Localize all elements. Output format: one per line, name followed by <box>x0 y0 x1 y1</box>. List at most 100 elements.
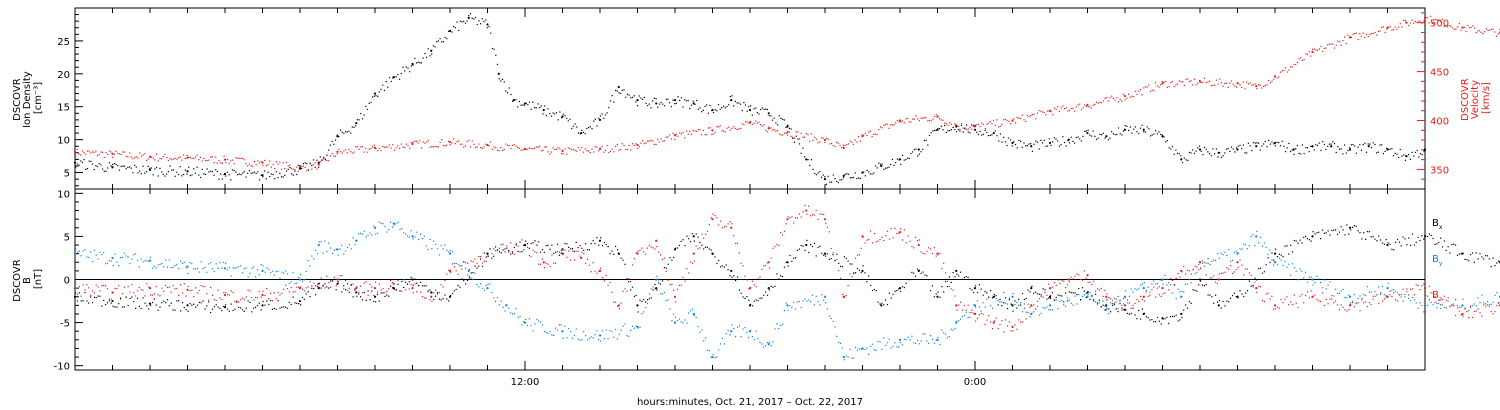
sample-dot <box>481 287 484 289</box>
sample-dot <box>485 256 487 258</box>
data-point <box>430 295 433 298</box>
sample-dot <box>485 19 487 21</box>
sample-dot <box>312 164 315 166</box>
sample-dot <box>890 124 892 126</box>
sample-dot <box>251 311 253 313</box>
sample-dot <box>1445 249 1447 251</box>
sample-dot <box>253 307 255 309</box>
sample-dot <box>211 308 214 310</box>
sample-dot <box>596 146 598 148</box>
sample-dot <box>566 337 568 339</box>
sample-dot <box>1443 306 1445 309</box>
sample-dot <box>1357 230 1359 232</box>
sample-dot <box>1003 302 1005 304</box>
sample-dot <box>1286 296 1288 298</box>
sample-dot <box>206 160 208 162</box>
sample-dot <box>1453 28 1455 31</box>
sample-dot <box>1359 232 1361 234</box>
data-point <box>411 235 414 238</box>
sample-dot <box>1374 295 1376 297</box>
sample-dot <box>356 286 358 288</box>
sample-dot <box>896 346 898 348</box>
sample-dot <box>776 273 778 275</box>
sample-dot <box>1001 123 1003 125</box>
sample-dot <box>821 252 823 254</box>
sample-dot <box>1308 297 1310 299</box>
sample-dot <box>393 149 396 151</box>
sample-dot <box>620 92 622 94</box>
sample-dot <box>1190 152 1192 154</box>
sample-dot <box>616 144 618 146</box>
sample-dot <box>991 297 994 299</box>
sample-dot <box>771 129 774 131</box>
sample-dot <box>1303 302 1305 304</box>
sample-dot <box>1243 295 1245 298</box>
sample-dot <box>592 262 594 264</box>
sample-dot <box>1495 35 1498 37</box>
sample-dot <box>189 262 191 264</box>
sample-dot <box>712 111 715 114</box>
sample-dot <box>138 305 140 307</box>
sample-dot <box>369 299 371 301</box>
sample-dot <box>500 147 502 149</box>
sample-dot <box>1417 285 1419 287</box>
sample-dot <box>183 283 185 285</box>
sample-dot <box>650 246 652 248</box>
sample-dot <box>1389 243 1391 245</box>
sample-dot <box>881 236 883 238</box>
sample-dot <box>604 114 607 116</box>
sample-dot <box>166 299 169 301</box>
sample-dot <box>663 140 666 142</box>
sample-dot <box>1128 295 1130 297</box>
sample-dot <box>1316 275 1318 277</box>
sample-dot <box>511 251 514 253</box>
sample-dot <box>1028 116 1030 118</box>
sample-dot <box>687 100 689 102</box>
sample-dot <box>1158 86 1160 88</box>
sample-dot <box>213 306 215 308</box>
sample-dot <box>1423 20 1425 22</box>
sample-dot <box>1192 268 1194 270</box>
sample-dot <box>1460 314 1462 316</box>
sample-dot <box>1386 147 1388 149</box>
sample-dot <box>230 179 232 181</box>
sample-dot <box>1117 308 1119 310</box>
sample-dot <box>665 270 667 272</box>
sample-dot <box>678 284 680 286</box>
sample-dot <box>338 135 340 137</box>
sample-dot <box>1364 142 1366 144</box>
sample-dot <box>1271 80 1273 82</box>
sample-dot <box>1070 276 1072 278</box>
sample-dot <box>834 326 836 328</box>
b-label-line-2: B <box>22 277 33 284</box>
sample-dot <box>506 304 508 306</box>
sample-dot <box>1207 294 1209 296</box>
sample-dot <box>711 133 713 136</box>
sample-dot <box>973 292 975 294</box>
sample-dot <box>1426 304 1429 306</box>
sample-dot <box>157 294 159 296</box>
sample-dot <box>1143 131 1145 133</box>
sample-dot <box>1301 144 1303 146</box>
data-point <box>786 261 789 264</box>
sample-dot <box>395 76 397 78</box>
sample-dot <box>108 298 110 300</box>
sample-dot <box>360 232 362 234</box>
sample-dot <box>802 136 804 138</box>
sample-dot <box>223 305 225 307</box>
sample-dot <box>268 298 270 300</box>
sample-dot <box>535 107 537 109</box>
sample-dot <box>937 128 939 130</box>
sample-dot <box>609 253 611 255</box>
sample-dot <box>247 276 249 278</box>
sample-dot <box>1268 80 1270 82</box>
sample-dot <box>991 307 994 309</box>
sample-dot <box>500 80 502 82</box>
sample-dot <box>1338 231 1340 233</box>
sample-dot <box>341 291 343 293</box>
sample-dot <box>1143 300 1145 302</box>
sample-dot <box>823 213 825 216</box>
sample-dot <box>457 263 459 265</box>
sample-dot <box>1464 307 1466 309</box>
sample-dot <box>1181 290 1183 292</box>
